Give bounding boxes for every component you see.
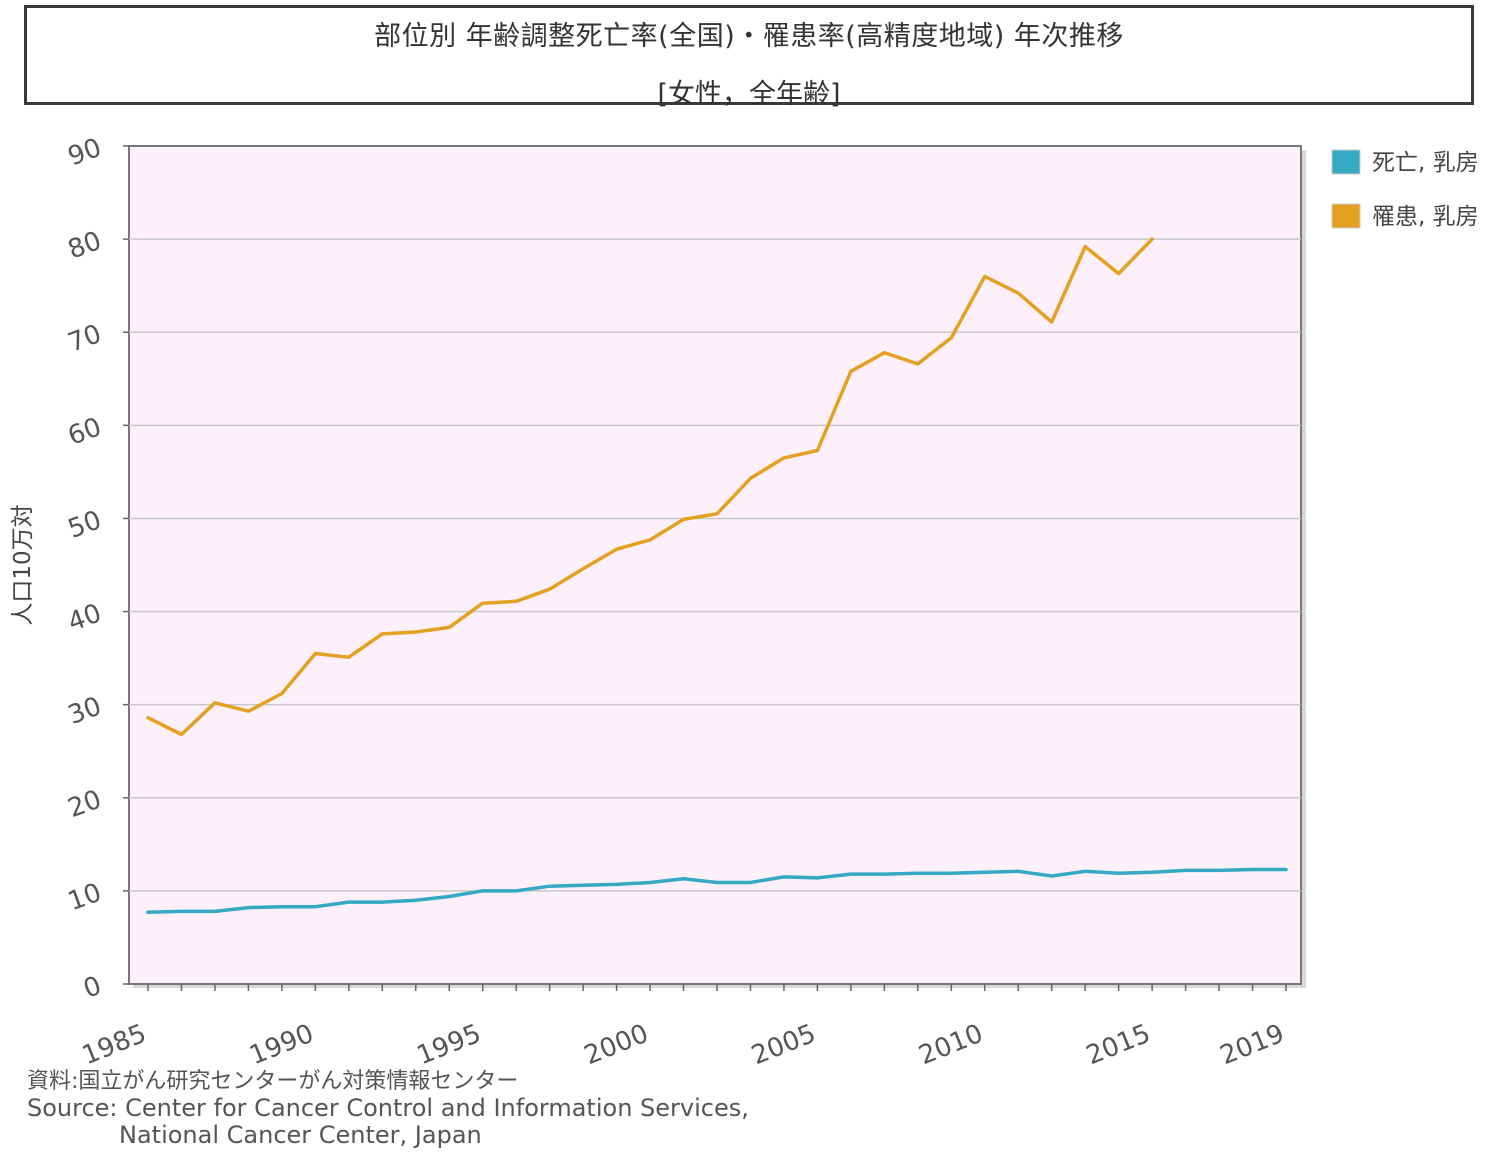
- y-tick-label: 10: [64, 878, 105, 918]
- legend: 死亡, 乳房 罹患, 乳房: [1331, 149, 1479, 230]
- y-tick-label: 90: [64, 133, 105, 173]
- x-tick-label: 2015: [1082, 1019, 1155, 1072]
- y-tick-label: 70: [64, 319, 105, 359]
- y-tick-label: 0: [80, 971, 106, 1005]
- x-tick-label: 2019: [1216, 1019, 1289, 1072]
- y-tick-label: 20: [64, 785, 105, 825]
- legend-swatch-incidence: [1331, 203, 1361, 229]
- x-tick-label: 1985: [78, 1019, 151, 1072]
- source-japanese: 資料:国立がん研究センターがん対策情報センター: [27, 1069, 519, 1094]
- source-english-line2: National Cancer Center, Japan: [119, 1121, 482, 1149]
- series-line-mortality: [146, 867, 1288, 915]
- x-tick-label: 2000: [580, 1019, 653, 1072]
- plot-area: [128, 145, 1302, 985]
- chart-subtitle: [女性，全年齢]: [657, 79, 841, 110]
- x-axis-ticks: [147, 984, 1287, 991]
- y-tick-label: 40: [64, 598, 105, 638]
- series-lines: [146, 237, 1288, 915]
- chart-title: 部位別 年齢調整死亡率(全国)・罹患率(高精度地域) 年次推移: [374, 21, 1124, 52]
- x-tick-labels: 1985 1990 1995 2000 2005 2010 2015 2019: [78, 1019, 1289, 1072]
- y-axis-title: 人口10万対: [10, 504, 36, 625]
- legend-label-mortality: 死亡, 乳房: [1372, 150, 1479, 176]
- source-note: 資料:国立がん研究センターがん対策情報センター Source: Center f…: [27, 1068, 749, 1149]
- chart-title-box: 部位別 年齢調整死亡率(全国)・罹患率(高精度地域) 年次推移 [女性，全年齢]: [24, 5, 1474, 110]
- y-tick-label: 80: [64, 226, 105, 266]
- y-tick-label: 50: [64, 505, 105, 545]
- x-tick-label: 1990: [245, 1019, 318, 1072]
- y-tick-labels: 0 10 20 30 40 50 60 70 80 90: [64, 133, 105, 1005]
- x-tick-label: 2010: [915, 1019, 988, 1072]
- legend-label-incidence: 罹患, 乳房: [1372, 204, 1479, 230]
- series-line-incidence: [146, 237, 1154, 737]
- legend-swatch-mortality: [1331, 149, 1361, 175]
- gridlines: [123, 145, 1301, 985]
- x-tick-label: 1995: [413, 1019, 486, 1072]
- y-tick-label: 30: [64, 692, 105, 732]
- source-english-line1: Source: Center for Cancer Control and In…: [27, 1094, 749, 1122]
- x-tick-label: 2005: [747, 1019, 820, 1072]
- y-tick-label: 60: [64, 412, 105, 452]
